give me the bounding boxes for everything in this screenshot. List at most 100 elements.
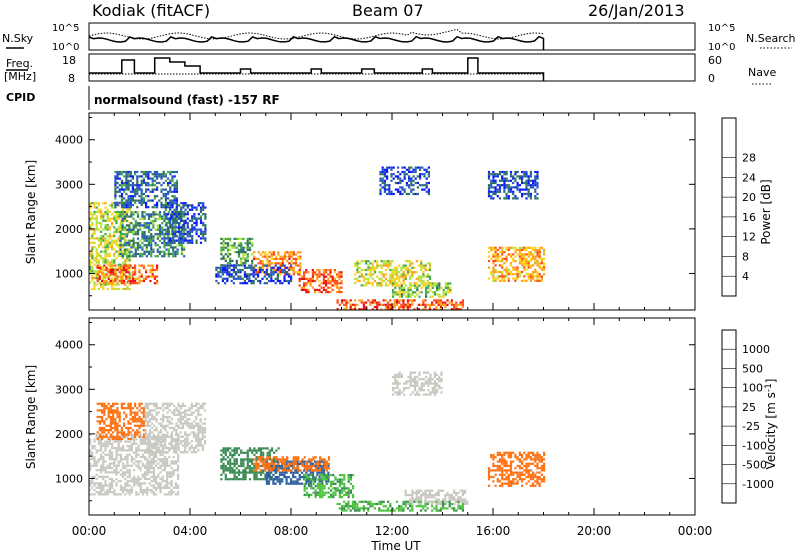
power-cell (175, 215, 178, 218)
velocity-cell (195, 424, 198, 427)
velocity-cell (115, 447, 118, 450)
velocity-cell (327, 480, 330, 483)
velocity-cell (168, 475, 171, 478)
velocity-cell (244, 471, 247, 474)
power-cell (229, 253, 232, 256)
power-cell (362, 277, 366, 280)
power-cell (283, 266, 287, 269)
velocity-cell (197, 409, 200, 412)
velocity-cell (135, 480, 138, 483)
velocity-cell (148, 429, 152, 432)
velocity-cell (152, 469, 155, 472)
power-cell (111, 261, 114, 264)
power-cell (229, 244, 232, 247)
velocity-cell (308, 478, 311, 481)
velocity-cell (281, 467, 284, 470)
velocity-cell (144, 464, 147, 467)
power-cell (191, 235, 194, 238)
velocity-cell (159, 431, 163, 434)
power-cell (119, 228, 122, 231)
power-cell (503, 188, 506, 191)
power-cell (503, 277, 506, 280)
velocity-cell (233, 449, 236, 452)
power-cell (501, 175, 504, 178)
power-cell (162, 192, 165, 196)
velocity-cell (108, 486, 111, 489)
power-cell (292, 251, 295, 254)
power-cell (163, 237, 166, 240)
power-cell (111, 265, 114, 269)
velocity-cell (166, 407, 169, 410)
power-cell (115, 239, 118, 242)
power-cell (525, 181, 528, 185)
power-cell (394, 291, 397, 294)
velocity-cell (148, 464, 151, 467)
velocity-cell (177, 460, 180, 463)
power-cell (224, 282, 227, 285)
power-cell (132, 224, 135, 227)
power-cell (224, 237, 227, 240)
power-cell (392, 291, 395, 294)
velocity-cell (107, 429, 110, 432)
velocity-cell (159, 435, 163, 438)
velocity-cell (262, 469, 265, 472)
velocity-cell (233, 462, 236, 465)
power-cell (106, 228, 109, 231)
power-cell (163, 235, 166, 238)
power-cell (538, 255, 541, 258)
power-cell (120, 188, 124, 191)
power-cell (119, 235, 122, 238)
power-cell (95, 215, 98, 218)
velocity-cell (248, 447, 252, 450)
velocity-cell (184, 420, 187, 423)
power-cell (444, 303, 447, 306)
power-cell (104, 219, 107, 222)
power-cell (407, 293, 410, 296)
velocity-cell (116, 437, 119, 441)
power-cell (140, 279, 143, 283)
power-cell (93, 259, 96, 262)
power-cell (142, 181, 145, 185)
power-cell (165, 217, 168, 220)
power-cell (106, 261, 109, 264)
power-cell (141, 235, 144, 238)
velocity-cell (133, 440, 136, 443)
velocity-cell (146, 460, 149, 463)
power-cell (512, 192, 515, 196)
nsearch-trace (88, 28, 544, 40)
velocity-cell (181, 444, 185, 447)
velocity-cell (197, 433, 200, 436)
power-cell (120, 195, 124, 198)
velocity-cell (157, 473, 160, 476)
power-cell (147, 173, 150, 176)
power-cell (527, 181, 530, 185)
velocity-cell (251, 469, 254, 472)
power-cell (351, 308, 354, 311)
power-cell (116, 170, 119, 174)
power-cell (277, 271, 280, 274)
power-cell (134, 192, 137, 196)
velocity-cell (111, 433, 114, 437)
power-cell (104, 261, 107, 264)
velocity-cell (124, 449, 127, 452)
velocity-cell (222, 471, 225, 474)
power-cell (276, 268, 279, 272)
power-cell (529, 266, 532, 269)
velocity-cell (184, 422, 187, 425)
power-cell (119, 250, 122, 253)
power-cell (129, 275, 132, 278)
power-cell (180, 206, 183, 209)
power-cell (226, 253, 230, 256)
velocity-cell (300, 476, 304, 479)
power-cell (173, 221, 176, 225)
velocity-cell (93, 484, 96, 487)
power-cell (152, 224, 155, 227)
velocity-cell (303, 462, 306, 465)
power-cell (243, 264, 246, 267)
velocity-cell (104, 491, 107, 494)
power-cell (153, 170, 156, 174)
power-cell (257, 268, 260, 271)
velocity-cell (104, 442, 107, 445)
power-cell (105, 273, 108, 276)
power-cell (358, 308, 361, 311)
